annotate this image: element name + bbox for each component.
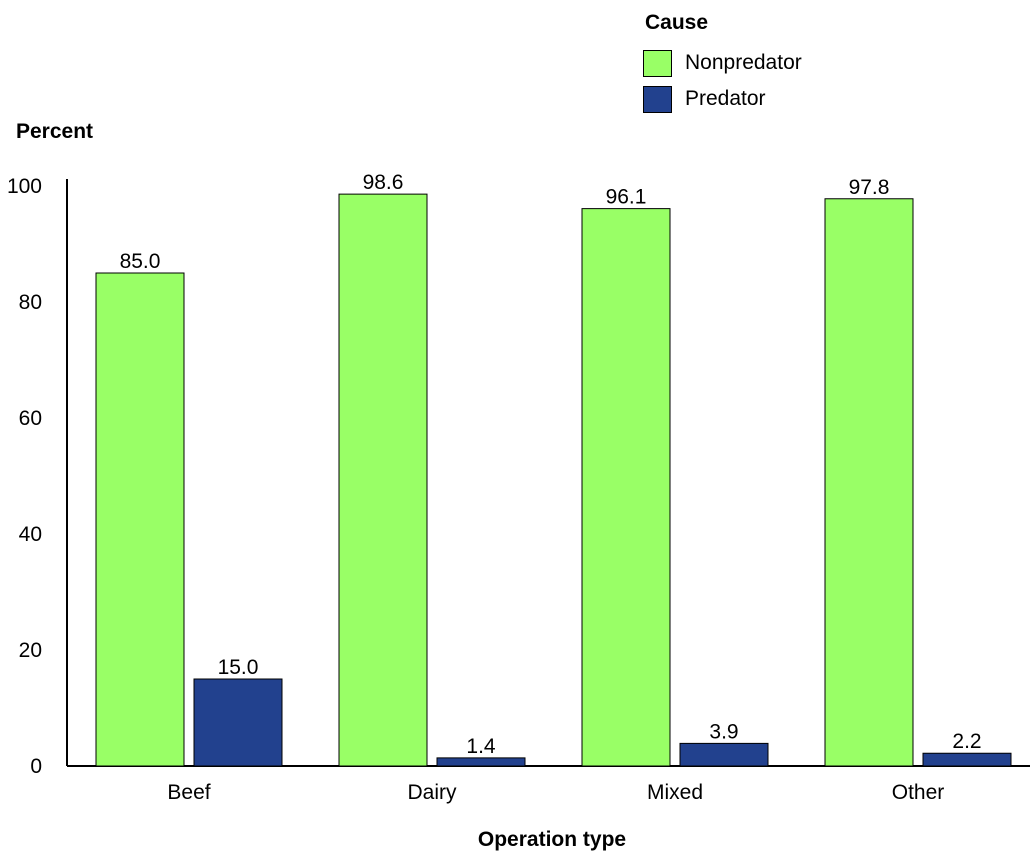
x-tick-label: Beef	[167, 781, 210, 804]
x-tick-label: Mixed	[647, 781, 703, 804]
data-label: 85.0	[120, 250, 161, 273]
legend-item-nonpredator: Nonpredator	[643, 47, 802, 79]
bar-predator-other	[922, 752, 1012, 767]
y-tick-label: 20	[19, 639, 42, 662]
data-label: 3.9	[709, 720, 738, 743]
legend-label-nonpredator: Nonpredator	[685, 51, 802, 74]
legend-swatch-predator	[643, 85, 672, 113]
x-axis-title: Operation type	[477, 828, 627, 851]
x-tick-label: Dairy	[407, 781, 457, 804]
legend-swatch-nonpredator	[643, 49, 672, 77]
bar-predator-dairy	[436, 757, 526, 767]
y-tick-label: 80	[19, 291, 42, 314]
y-tick-label: 0	[30, 755, 42, 778]
bar-nonpredator-mixed	[581, 208, 671, 767]
bar-predator-mixed	[679, 742, 769, 767]
data-label: 15.0	[218, 656, 259, 679]
data-label: 2.2	[952, 730, 981, 753]
y-tick-label: 60	[19, 407, 42, 430]
bar-nonpredator-beef	[95, 272, 185, 767]
data-label: 98.6	[363, 171, 404, 194]
legend-title: Cause	[645, 11, 709, 34]
y-tick-label: 100	[7, 175, 42, 198]
bar-nonpredator-dairy	[338, 193, 428, 767]
data-label: 97.8	[849, 176, 890, 199]
y-axis-title: Percent	[16, 120, 94, 143]
y-tick-label: 40	[19, 523, 42, 546]
legend-item-predator: Predator	[643, 83, 766, 115]
bar-nonpredator-other	[824, 198, 914, 767]
bar-predator-beef	[193, 678, 283, 767]
data-label: 1.4	[466, 735, 496, 758]
x-tick-label: Other	[892, 781, 945, 804]
legend-label-predator: Predator	[685, 87, 766, 110]
data-label: 96.1	[606, 186, 647, 209]
